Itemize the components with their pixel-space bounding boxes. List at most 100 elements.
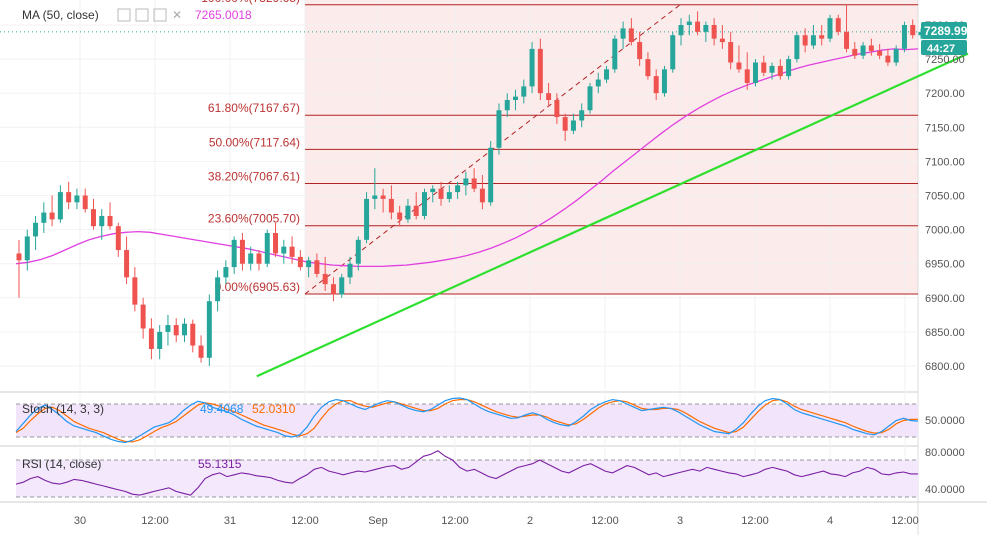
settings-icon[interactable] <box>135 8 149 22</box>
candle <box>66 181 72 210</box>
candle <box>521 79 527 104</box>
candle <box>41 202 47 234</box>
candle <box>157 325 163 360</box>
candle <box>496 103 502 155</box>
candle <box>281 239 287 264</box>
candle <box>678 18 684 46</box>
candle <box>182 318 188 343</box>
candle-body <box>148 328 154 349</box>
candle-body <box>82 195 88 210</box>
candle <box>107 202 113 230</box>
x-tick-label: 12:00 <box>141 515 169 527</box>
candle <box>546 82 552 107</box>
candle-body <box>695 21 701 32</box>
candle-body <box>165 325 171 332</box>
last-price-tag <box>921 22 967 39</box>
candle <box>306 256 312 278</box>
candle <box>794 31 800 63</box>
candle <box>463 171 469 196</box>
rsi-legend-label: RSI (14, close) <box>22 457 101 471</box>
candle <box>289 236 295 264</box>
candle-body <box>182 323 188 336</box>
candle <box>752 59 758 87</box>
candle-body <box>264 233 270 264</box>
candle <box>537 38 543 101</box>
close-icon[interactable]: ✕ <box>172 8 182 22</box>
eye-icon[interactable] <box>117 8 131 22</box>
ma-legend-label: MA (50, close) <box>22 8 99 22</box>
candle <box>256 250 262 271</box>
candle <box>901 21 907 53</box>
candle-body <box>107 215 113 227</box>
candle <box>322 256 328 291</box>
stoch-band <box>16 404 918 437</box>
candle <box>198 335 204 363</box>
candle-body <box>885 55 891 63</box>
fib-level-label: 50.00%(7117.64) <box>209 135 300 149</box>
candle <box>761 55 767 77</box>
countdown-tag <box>921 40 967 55</box>
candle-body <box>670 35 676 70</box>
last-price-value: 7289.99 <box>924 24 968 38</box>
candle-body <box>471 178 477 189</box>
candle <box>868 38 874 56</box>
x-tick-label: 3 <box>677 515 683 527</box>
rsi-line <box>15 450 918 496</box>
candle-body <box>231 239 237 268</box>
candle-body <box>322 273 328 285</box>
more-icon[interactable] <box>153 8 167 22</box>
candle <box>364 192 370 244</box>
candle <box>653 69 659 101</box>
rsi-axis-tick-80: 80.0000 <box>925 447 965 459</box>
candle-body <box>99 215 105 227</box>
candle-body <box>794 35 800 60</box>
candle <box>628 18 634 46</box>
candle-body <box>827 18 833 39</box>
candle-body <box>206 301 212 358</box>
candle <box>703 21 709 43</box>
stoch-d-value: 52.0310 <box>252 402 296 416</box>
candle-body <box>463 178 469 186</box>
y-tick-label: 6950.00 <box>925 259 965 271</box>
stoch-k-value: 49.4068 <box>200 402 244 416</box>
rsi-value: 55.1315 <box>198 457 242 471</box>
x-tick-label: 2 <box>527 515 533 527</box>
x-tick-label: 12:00 <box>891 515 919 527</box>
x-tick-label: 4 <box>827 515 833 527</box>
candle <box>99 209 105 240</box>
candle <box>132 267 138 312</box>
ma-legend-buttons[interactable]: ✕ <box>117 8 182 22</box>
candle <box>372 168 378 210</box>
candle-body <box>339 277 345 295</box>
candle-body <box>761 62 767 73</box>
candle-body <box>198 345 204 358</box>
candle <box>579 103 585 128</box>
candle-body <box>223 267 229 278</box>
fib-level-label: 100.00%(7329.65) <box>201 0 300 5</box>
candle-body <box>239 239 245 264</box>
x-tick-label: 12:00 <box>441 515 469 527</box>
stoch-legend-label: Stoch (14, 3, 3) <box>22 402 104 416</box>
candle <box>587 82 593 114</box>
stoch-axis-tick: 50.0000 <box>925 415 965 427</box>
candle <box>488 140 494 206</box>
y-tick-label: 7250.00 <box>925 54 965 66</box>
candle-body <box>777 65 783 77</box>
candle <box>264 229 270 268</box>
candle <box>455 181 461 199</box>
candle <box>595 72 601 94</box>
y-tick-label: 7200.00 <box>925 88 965 100</box>
x-tick-label: 31 <box>224 515 236 527</box>
candle <box>686 14 692 36</box>
candle <box>827 14 833 43</box>
candle-body <box>744 69 750 83</box>
candle-body <box>595 79 601 87</box>
x-tick-label: 12:00 <box>591 515 619 527</box>
candle-body <box>157 331 163 349</box>
candle <box>819 25 825 46</box>
candle <box>786 55 792 80</box>
candle-body <box>479 188 485 203</box>
candle-body <box>546 93 552 101</box>
